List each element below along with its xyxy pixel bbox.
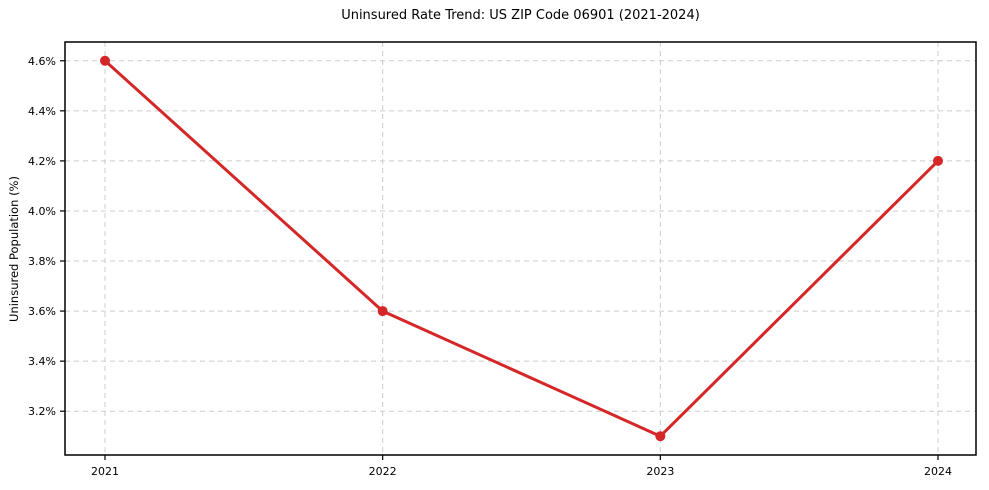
x-tick-label: 2024 [924, 465, 952, 478]
y-tick-label: 3.2% [28, 405, 56, 418]
y-tick-label: 4.4% [28, 105, 56, 118]
y-tick-label: 4.6% [28, 55, 56, 68]
data-point-marker [933, 155, 943, 166]
plot-border [64, 41, 977, 456]
data-point-marker [377, 306, 388, 317]
y-tick-label: 3.8% [28, 255, 56, 268]
y-tick-label: 4.2% [28, 155, 56, 168]
chart-title: Uninsured Rate Trend: US ZIP Code 06901 … [341, 8, 700, 23]
trend-line [103, 59, 940, 438]
x-tick-label: 2021 [91, 465, 119, 478]
x-tick-label: 2023 [646, 465, 674, 478]
y-tick-label: 4.0% [28, 205, 56, 218]
x-tick-label: 2022 [369, 465, 397, 478]
data-point-marker [655, 431, 666, 442]
y-tick-label: 3.4% [28, 355, 56, 368]
y-tick-label: 3.6% [28, 305, 56, 318]
data-point-marker [100, 55, 110, 66]
